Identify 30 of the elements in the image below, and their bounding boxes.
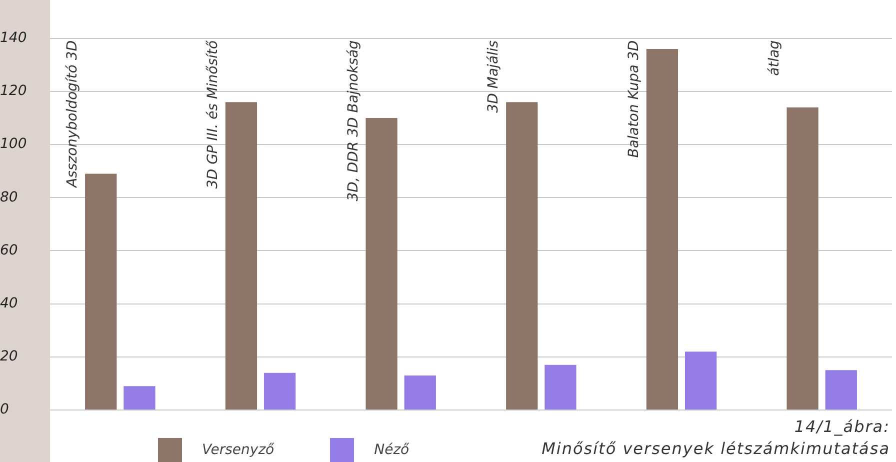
y-tick-label: 140 xyxy=(0,30,27,46)
bar xyxy=(264,372,296,410)
bar xyxy=(786,107,818,410)
bar xyxy=(85,174,117,410)
bar xyxy=(684,352,717,410)
x-tick-label: átlag xyxy=(766,40,782,76)
y-tick-label: 120 xyxy=(0,83,27,100)
legend-label: Versenyző xyxy=(202,442,274,458)
x-tick-label: 3D, DDR 3D Bajnokság xyxy=(345,40,362,202)
text: 14/1_ábra: xyxy=(793,416,890,438)
x-tick-label: Balaton Kupa 3D xyxy=(626,40,642,158)
legend-label: Néző xyxy=(374,442,410,458)
x-tick-label: Asszonyboldogító 3D xyxy=(64,40,81,188)
bar xyxy=(646,49,678,410)
bar xyxy=(404,375,436,410)
x-tick-label: 3D Majális xyxy=(486,40,502,113)
bar xyxy=(366,118,398,410)
bar xyxy=(506,102,538,410)
y-tick-label: 40 xyxy=(0,295,18,312)
y-tick-label: 0 xyxy=(0,402,9,418)
y-tick-label: 100 xyxy=(0,136,27,152)
bar xyxy=(124,386,156,410)
bar xyxy=(225,102,258,410)
y-tick-label: 20 xyxy=(0,348,18,365)
bar xyxy=(544,364,576,410)
x-tick-label: 3D GP III. és Minősítő xyxy=(205,40,222,189)
text: Minősítő versenyek létszámkimutatása xyxy=(542,438,890,460)
y-tick-label: 80 xyxy=(0,189,18,206)
bar xyxy=(825,370,857,410)
y-tick-label: 60 xyxy=(0,242,18,258)
